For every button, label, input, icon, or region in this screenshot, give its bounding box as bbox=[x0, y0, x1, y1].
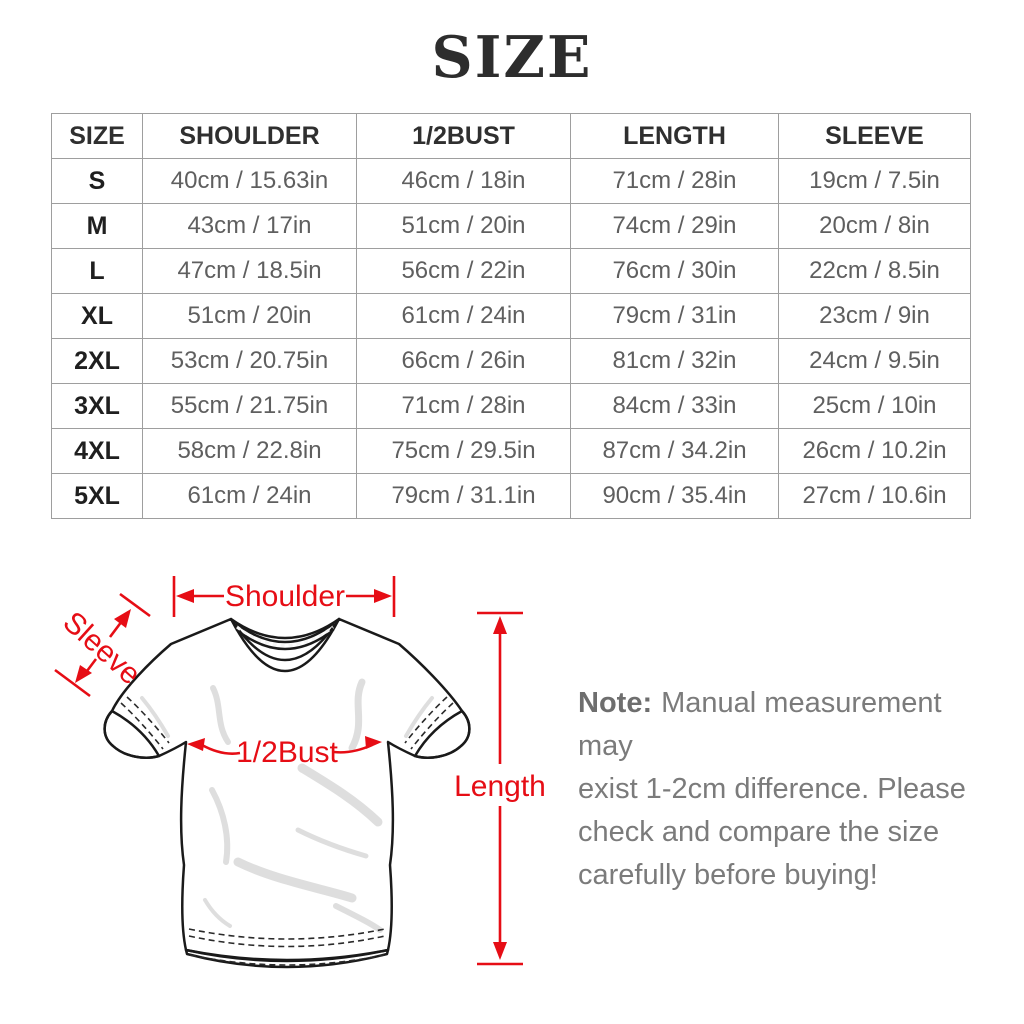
bust-measure: 1/2Bust bbox=[187, 736, 382, 769]
table-row: 4XL 58cm / 22.8in 75cm / 29.5in 87cm / 3… bbox=[51, 428, 971, 474]
table-row: M 43cm / 17in 51cm / 20in 74cm / 29in 20… bbox=[51, 203, 971, 249]
size-cell: 3XL bbox=[51, 383, 143, 429]
note-line: Note: Manual measurement may bbox=[578, 682, 988, 768]
sleeve-cell: 19cm / 7.5in bbox=[778, 158, 971, 204]
fabric-wrinkles bbox=[140, 678, 434, 933]
shoulder-label: Shoulder bbox=[225, 580, 345, 613]
size-cell: M bbox=[51, 203, 143, 249]
collar bbox=[229, 617, 341, 662]
table-row: XL 51cm / 20in 61cm / 24in 79cm / 31in 2… bbox=[51, 293, 971, 339]
length-label: Length bbox=[454, 770, 546, 803]
sleeve-cell: 25cm / 10in bbox=[778, 383, 971, 429]
length-cell: 84cm / 33in bbox=[570, 383, 779, 429]
shoulder-measure: Shoulder bbox=[172, 576, 396, 617]
sleeve-cell: 24cm / 9.5in bbox=[778, 338, 971, 384]
bust-cell: 71cm / 28in bbox=[356, 383, 571, 429]
note-line: exist 1-2cm difference. Please bbox=[578, 773, 966, 805]
shoulder-cell: 61cm / 24in bbox=[142, 473, 357, 519]
bust-cell: 66cm / 26in bbox=[356, 338, 571, 384]
bust-cell: 75cm / 29.5in bbox=[356, 428, 571, 474]
shoulder-cell: 58cm / 22.8in bbox=[142, 428, 357, 474]
tshirt-outline bbox=[103, 617, 471, 962]
sleeve-cell: 23cm / 9in bbox=[778, 293, 971, 339]
note-text: Note: Manual measurement may exist 1-2cm … bbox=[578, 682, 988, 897]
tshirt-measure-diagram: Shoulder Sleeve 1/2Bust Length bbox=[54, 576, 546, 969]
shoulder-cell: 43cm / 17in bbox=[142, 203, 357, 249]
table-header-row: SIZE SHOULDER 1/2BUST LENGTH SLEEVE bbox=[51, 113, 971, 159]
header-sleeve: SLEEVE bbox=[778, 113, 971, 159]
header-bust: 1/2BUST bbox=[356, 113, 571, 159]
table-row: S 40cm / 15.63in 46cm / 18in 71cm / 28in… bbox=[51, 158, 971, 204]
bust-label: 1/2Bust bbox=[236, 736, 338, 769]
size-cell: XL bbox=[51, 293, 143, 339]
size-cell: 5XL bbox=[51, 473, 143, 519]
note-line-text: Manual measurement may bbox=[578, 687, 942, 762]
size-cell: 2XL bbox=[51, 338, 143, 384]
table-row: 2XL 53cm / 20.75in 66cm / 26in 81cm / 32… bbox=[51, 338, 971, 384]
header-size: SIZE bbox=[51, 113, 143, 159]
length-cell: 79cm / 31in bbox=[570, 293, 779, 339]
sleeve-cell: 22cm / 8.5in bbox=[778, 248, 971, 294]
shoulder-cell: 55cm / 21.75in bbox=[142, 383, 357, 429]
size-cell: 4XL bbox=[51, 428, 143, 474]
sleeve-cell: 26cm / 10.2in bbox=[778, 428, 971, 474]
table-row: L 47cm / 18.5in 56cm / 22in 76cm / 30in … bbox=[51, 248, 971, 294]
size-table: SIZE SHOULDER 1/2BUST LENGTH SLEEVE S 40… bbox=[51, 113, 971, 519]
length-cell: 76cm / 30in bbox=[570, 248, 779, 294]
header-shoulder: SHOULDER bbox=[142, 113, 357, 159]
sleeve-measure: Sleeve bbox=[54, 592, 151, 698]
note-line: carefully before buying! bbox=[578, 859, 878, 891]
note-line: check and compare the size bbox=[578, 816, 940, 848]
sleeve-cuffs bbox=[103, 696, 471, 759]
page-title: SIZE bbox=[431, 24, 593, 91]
header-length: LENGTH bbox=[570, 113, 779, 159]
length-cell: 74cm / 29in bbox=[570, 203, 779, 249]
sleeve-cell: 27cm / 10.6in bbox=[778, 473, 971, 519]
size-cell: L bbox=[51, 248, 143, 294]
table-row: 5XL 61cm / 24in 79cm / 31.1in 90cm / 35.… bbox=[51, 473, 971, 519]
length-cell: 90cm / 35.4in bbox=[570, 473, 779, 519]
sleeve-label: Sleeve bbox=[57, 605, 147, 691]
shoulder-cell: 53cm / 20.75in bbox=[142, 338, 357, 384]
length-cell: 87cm / 34.2in bbox=[570, 428, 779, 474]
bust-cell: 51cm / 20in bbox=[356, 203, 571, 249]
length-cell: 71cm / 28in bbox=[570, 158, 779, 204]
bust-cell: 79cm / 31.1in bbox=[356, 473, 571, 519]
table-row: 3XL 55cm / 21.75in 71cm / 28in 84cm / 33… bbox=[51, 383, 971, 429]
length-measure: Length bbox=[454, 611, 546, 966]
note-label: Note: bbox=[578, 687, 653, 719]
hem bbox=[184, 928, 390, 969]
bust-cell: 46cm / 18in bbox=[356, 158, 571, 204]
sleeve-cell: 20cm / 8in bbox=[778, 203, 971, 249]
shoulder-cell: 51cm / 20in bbox=[142, 293, 357, 339]
shoulder-cell: 47cm / 18.5in bbox=[142, 248, 357, 294]
length-cell: 81cm / 32in bbox=[570, 338, 779, 384]
shoulder-cell: 40cm / 15.63in bbox=[142, 158, 357, 204]
size-cell: S bbox=[51, 158, 143, 204]
bust-cell: 61cm / 24in bbox=[356, 293, 571, 339]
bust-cell: 56cm / 22in bbox=[356, 248, 571, 294]
